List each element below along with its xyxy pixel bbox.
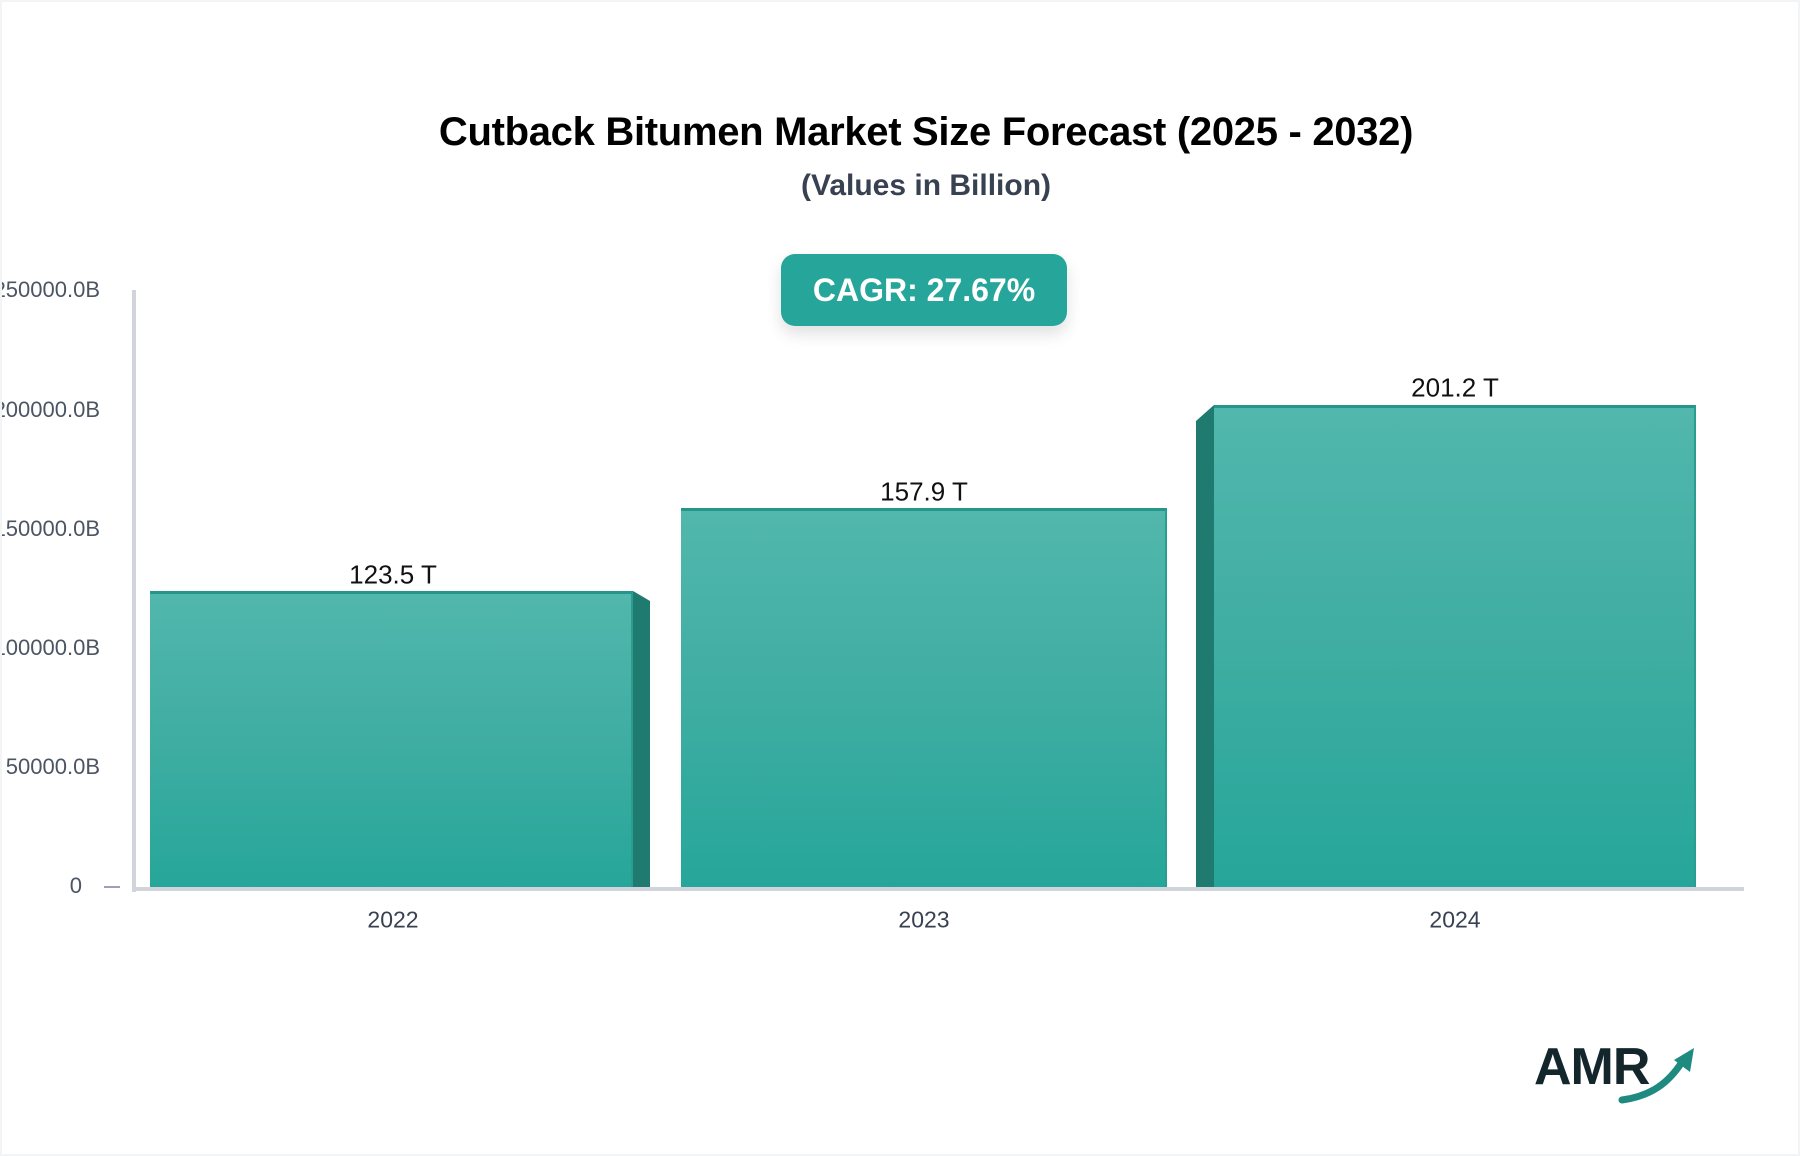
y-tick-label: 200000.0B — [2, 397, 100, 422]
bar-value-label: 157.9 T — [880, 476, 968, 507]
bar-2022[interactable] — [150, 591, 633, 887]
y-tick-label: 50000.0B — [5, 754, 100, 779]
bar-2022-side — [633, 591, 650, 887]
bar-2024[interactable] — [1214, 405, 1696, 887]
logo-text: AMR — [1534, 1038, 1650, 1096]
x-tick-label: 2022 — [367, 906, 419, 933]
bar-2024-side — [1196, 405, 1214, 887]
chart-subtitle: (Values in Billion) — [800, 169, 1052, 202]
y-zero-tick-mark — [104, 886, 120, 888]
chart-title: Cutback Bitumen Market Size Forecast (20… — [438, 110, 1414, 154]
y-tick-label: 150000.0B — [2, 516, 100, 541]
y-tick-label: 100000.0B — [2, 635, 100, 660]
y-tick-label: 0 — [69, 873, 82, 898]
bar-value-label: 123.5 T — [349, 559, 437, 590]
bar-2023[interactable] — [681, 508, 1167, 887]
x-axis-line — [132, 887, 1744, 891]
y-tick-label: 250000.0B — [2, 277, 100, 302]
amr-logo: AMR — [1534, 1038, 1704, 1108]
cagr-badge: CAGR: 27.67% — [781, 254, 1067, 326]
bar-value-label: 201.2 T — [1411, 372, 1499, 403]
x-tick-label: 2023 — [898, 906, 950, 933]
x-tick-label: 2024 — [1429, 906, 1481, 933]
y-axis-line — [132, 290, 136, 892]
trend-arrow-icon — [1618, 1048, 1694, 1104]
